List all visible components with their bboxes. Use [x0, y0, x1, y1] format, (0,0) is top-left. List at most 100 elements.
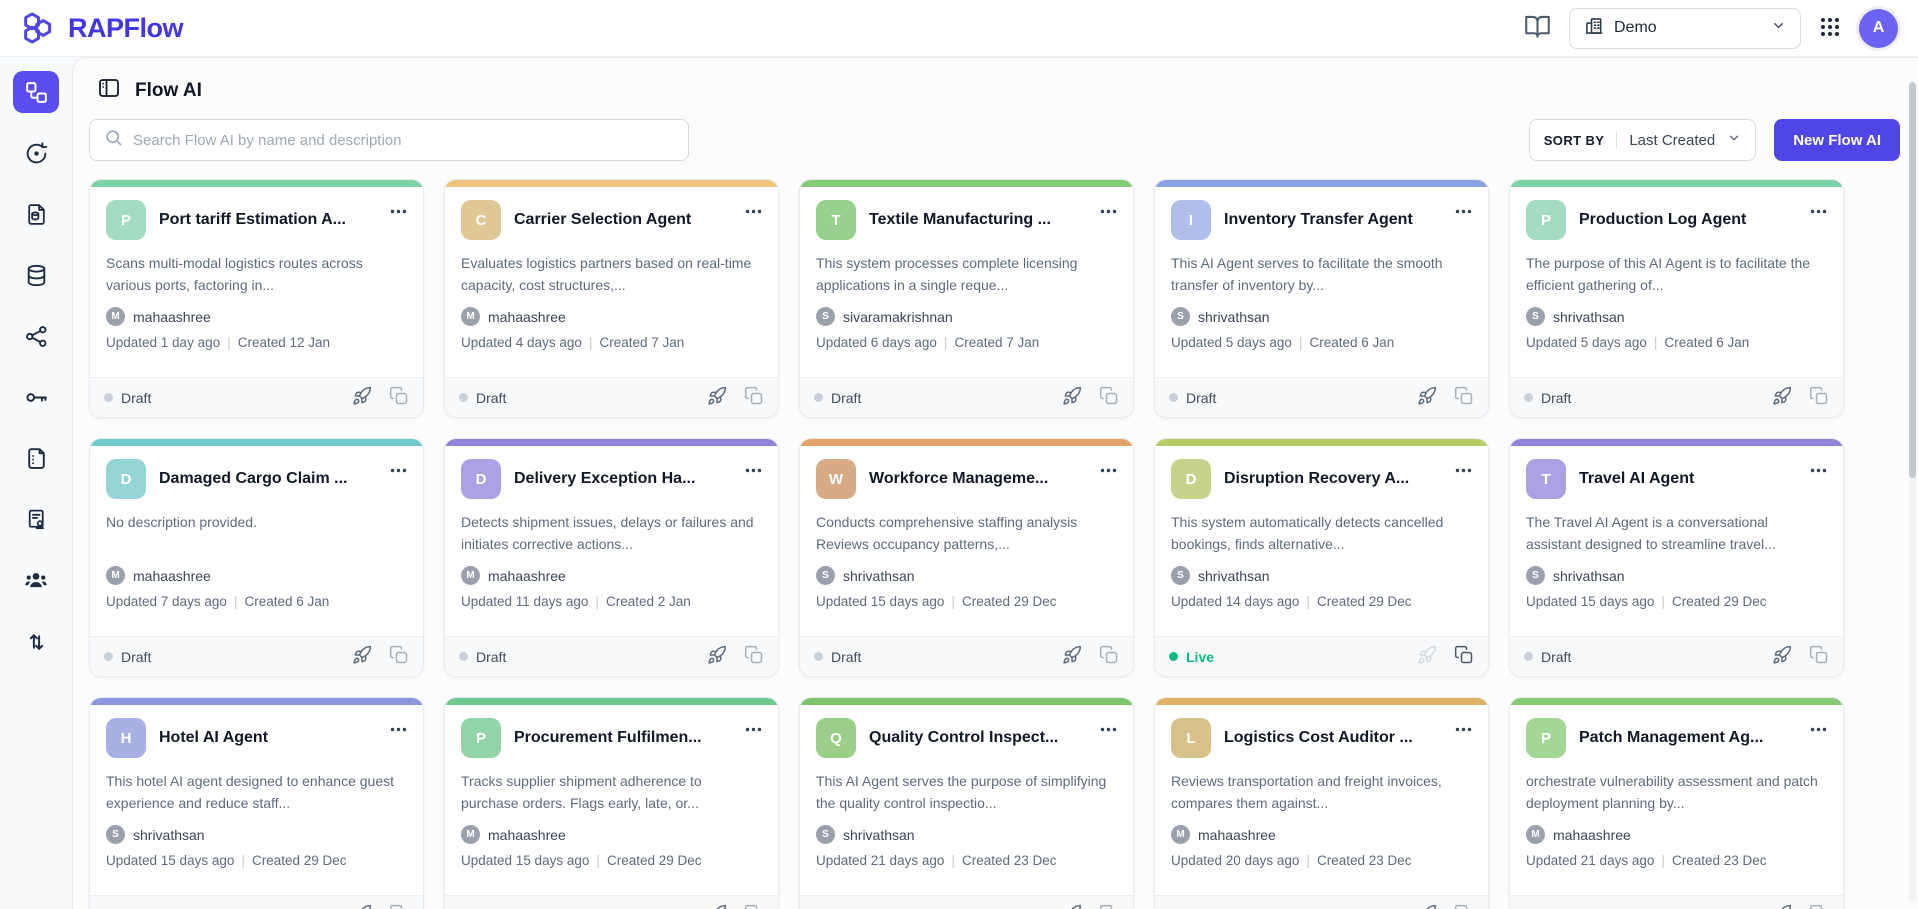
duplicate-button[interactable]	[1809, 386, 1829, 409]
flow-card[interactable]: H Hotel AI Agent This hotel AI agent des…	[89, 697, 424, 909]
duplicate-button[interactable]	[1099, 386, 1119, 409]
created-text: Created 6 Jan	[1664, 334, 1750, 350]
card-menu-button[interactable]	[390, 200, 407, 217]
card-accent-bar	[445, 698, 778, 705]
created-text: Created 2 Jan	[606, 593, 691, 609]
launch-button[interactable]	[1062, 386, 1082, 409]
flow-card[interactable]: P Production Log Agent The purpose of th…	[1509, 179, 1844, 418]
sidebar-item-database[interactable]	[13, 254, 59, 296]
created-text: Created 7 Jan	[954, 334, 1040, 350]
card-description: Scans multi-modal logistics routes acros…	[106, 255, 363, 293]
sidebar-item-flow-ai[interactable]	[13, 71, 59, 113]
duplicate-button[interactable]	[1454, 904, 1474, 909]
workspace-dropdown[interactable]: Demo	[1569, 7, 1801, 49]
card-menu-button[interactable]	[1810, 200, 1827, 217]
docs-book-button[interactable]	[1524, 13, 1551, 43]
card-menu-button[interactable]	[745, 200, 762, 217]
status-label: Draft	[121, 908, 151, 909]
launch-button[interactable]	[1772, 904, 1792, 909]
panel-layout-icon[interactable]	[97, 76, 121, 105]
duplicate-button[interactable]	[389, 645, 409, 668]
launch-button[interactable]	[707, 645, 727, 668]
launch-button[interactable]	[707, 386, 727, 409]
sidebar-item-files[interactable]	[13, 437, 59, 479]
ellipsis-icon	[745, 720, 762, 735]
duplicate-button[interactable]	[744, 645, 764, 668]
launch-button[interactable]	[352, 386, 372, 409]
ellipsis-icon	[390, 461, 407, 476]
search-input[interactable]	[133, 131, 674, 149]
launch-button[interactable]	[1417, 645, 1437, 668]
duplicate-button[interactable]	[1454, 386, 1474, 409]
card-menu-button[interactable]	[1810, 459, 1827, 476]
sidebar-item-transfers[interactable]	[13, 620, 59, 662]
card-menu-button[interactable]	[390, 459, 407, 476]
launch-button[interactable]	[1417, 386, 1437, 409]
card-title: Quality Control Inspect...	[869, 729, 1059, 746]
launch-button[interactable]	[1062, 645, 1082, 668]
flow-card[interactable]: P Procurement Fulfilmen... Tracks suppli…	[444, 697, 779, 909]
duplicate-button[interactable]	[389, 904, 409, 909]
flow-card[interactable]: I Inventory Transfer Agent This AI Agent…	[1154, 179, 1489, 418]
status-label: Draft	[1541, 389, 1572, 406]
flow-card[interactable]: P Patch Management Ag... orchestrate vul…	[1509, 697, 1844, 909]
updated-text: Updated 20 days ago	[1171, 852, 1300, 868]
card-menu-button[interactable]	[1100, 718, 1117, 735]
created-text: Created 6 Jan	[244, 593, 330, 609]
new-flow-ai-button[interactable]: New Flow AI	[1774, 119, 1900, 161]
flow-card[interactable]: C Carrier Selection Agent Evaluates logi…	[444, 179, 779, 418]
sidebar-item-agents[interactable]	[13, 132, 59, 174]
duplicate-button[interactable]	[1099, 645, 1119, 668]
card-menu-button[interactable]	[1455, 459, 1472, 476]
brand-logo[interactable]: RAPFlow	[18, 10, 184, 46]
apps-grid-button[interactable]	[1819, 16, 1841, 41]
card-menu-button[interactable]	[745, 718, 762, 735]
duplicate-button[interactable]	[1099, 904, 1119, 909]
card-avatar: D	[106, 459, 146, 499]
card-footer: Draft	[90, 377, 423, 417]
launch-button[interactable]	[352, 904, 372, 909]
flow-card[interactable]: T Textile Manufacturing ... This system …	[799, 179, 1134, 418]
sidebar-item-users[interactable]	[13, 559, 59, 601]
card-menu-button[interactable]	[1100, 459, 1117, 476]
launch-button[interactable]	[1062, 904, 1082, 909]
sidebar-item-api-keys[interactable]	[13, 376, 59, 418]
author-avatar: S	[1171, 307, 1190, 326]
sort-by-label: SORT BY	[1543, 132, 1605, 148]
launch-button[interactable]	[1772, 386, 1792, 409]
duplicate-button[interactable]	[1809, 645, 1829, 668]
sidebar-item-connections[interactable]	[13, 315, 59, 357]
flow-card[interactable]: D Disruption Recovery A... This system a…	[1154, 438, 1489, 677]
flow-card[interactable]: W Workforce Manageme... Conducts compreh…	[799, 438, 1134, 677]
card-menu-button[interactable]	[1455, 718, 1472, 735]
sort-dropdown[interactable]: SORT BY Last Created	[1528, 119, 1757, 161]
card-menu-button[interactable]	[390, 718, 407, 735]
flow-card[interactable]: L Logistics Cost Auditor ... Reviews tra…	[1154, 697, 1489, 909]
user-avatar[interactable]: A	[1859, 8, 1898, 48]
scrollbar-track[interactable]	[1909, 82, 1916, 902]
card-menu-button[interactable]	[1455, 200, 1472, 217]
duplicate-button[interactable]	[744, 386, 764, 409]
meta-divider: |	[1661, 593, 1665, 609]
flow-card[interactable]: P Port tariff Estimation A... Scans mult…	[89, 179, 424, 418]
duplicate-button[interactable]	[389, 386, 409, 409]
card-menu-button[interactable]	[745, 459, 762, 476]
flow-card[interactable]: D Delivery Exception Ha... Detects shipm…	[444, 438, 779, 677]
card-accent-bar	[90, 439, 423, 446]
duplicate-button[interactable]	[1454, 645, 1474, 668]
duplicate-button[interactable]	[744, 904, 764, 909]
duplicate-button[interactable]	[1809, 904, 1829, 909]
sidebar-item-data-documents[interactable]	[13, 193, 59, 235]
launch-button[interactable]	[1772, 645, 1792, 668]
card-menu-button[interactable]	[1810, 718, 1827, 735]
flow-card[interactable]: D Damaged Cargo Claim ... No description…	[89, 438, 424, 677]
sidebar-item-approvals[interactable]	[13, 498, 59, 540]
flow-card[interactable]: Q Quality Control Inspect... This AI Age…	[799, 697, 1134, 909]
launch-button[interactable]	[1417, 904, 1437, 909]
rocket-icon	[707, 645, 727, 668]
launch-button[interactable]	[352, 645, 372, 668]
scrollbar-thumb[interactable]	[1909, 82, 1916, 478]
card-menu-button[interactable]	[1100, 200, 1117, 217]
flow-card[interactable]: T Travel AI Agent The Travel AI Agent is…	[1509, 438, 1844, 677]
launch-button[interactable]	[707, 904, 727, 909]
